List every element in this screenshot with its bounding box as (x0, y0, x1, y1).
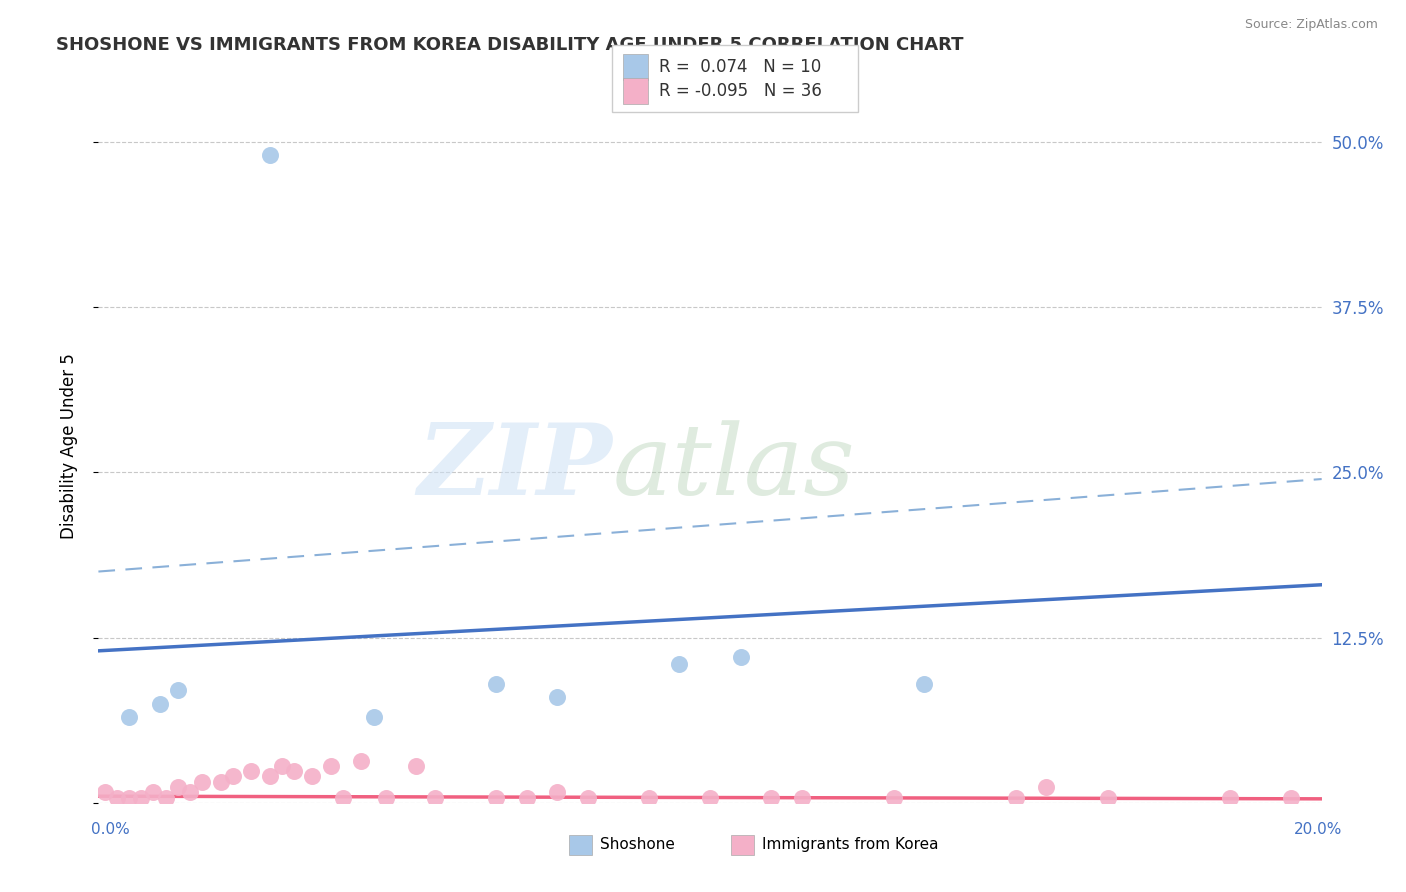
Text: atlas: atlas (612, 420, 855, 515)
Y-axis label: Disability Age Under 5: Disability Age Under 5 (59, 353, 77, 539)
Point (350, 754, 373, 768)
Point (301, 769, 323, 783)
Text: Source: ZipAtlas.com: Source: ZipAtlas.com (1244, 18, 1378, 31)
Point (270, 759, 292, 773)
Point (259, 148, 281, 162)
Point (485, 677, 508, 691)
Text: R = -0.095   N = 36: R = -0.095 N = 36 (659, 82, 823, 100)
Text: R =  0.074   N = 10: R = 0.074 N = 10 (659, 58, 821, 76)
Text: Immigrants from Korea: Immigrants from Korea (762, 838, 939, 852)
Point (485, 790, 508, 805)
Point (93, 785, 115, 799)
Point (179, 785, 201, 799)
Point (283, 764, 305, 778)
Point (129, 790, 152, 805)
Point (259, 769, 281, 783)
Point (546, 690, 568, 704)
Point (516, 790, 538, 805)
Point (637, 790, 661, 805)
Point (167, 683, 190, 698)
Point (222, 769, 245, 783)
Point (167, 780, 190, 794)
Point (1035, 780, 1057, 794)
Text: 20.0%: 20.0% (1295, 822, 1343, 837)
Point (1097, 790, 1119, 805)
Point (730, 650, 752, 665)
Point (374, 790, 396, 805)
Point (155, 790, 177, 805)
Point (423, 790, 446, 805)
Text: 0.0%: 0.0% (91, 822, 131, 837)
Point (576, 790, 599, 805)
Point (1279, 790, 1302, 805)
Point (790, 790, 813, 805)
Point (883, 790, 905, 805)
Point (118, 790, 141, 805)
Point (209, 774, 232, 789)
Point (546, 785, 568, 799)
Point (191, 774, 214, 789)
Point (319, 759, 342, 773)
Point (118, 710, 141, 724)
Point (240, 764, 263, 778)
Text: ZIP: ZIP (418, 419, 612, 516)
Point (1004, 790, 1026, 805)
Text: Shoshone: Shoshone (600, 838, 675, 852)
Point (332, 790, 354, 805)
Point (142, 785, 165, 799)
Text: SHOSHONE VS IMMIGRANTS FROM KOREA DISABILITY AGE UNDER 5 CORRELATION CHART: SHOSHONE VS IMMIGRANTS FROM KOREA DISABI… (56, 36, 963, 54)
Point (668, 657, 690, 671)
Point (699, 790, 721, 805)
Point (405, 759, 427, 773)
Point (105, 790, 128, 805)
Point (363, 710, 385, 724)
Point (759, 790, 782, 805)
Point (912, 677, 935, 691)
Point (149, 697, 172, 711)
Point (1219, 790, 1241, 805)
